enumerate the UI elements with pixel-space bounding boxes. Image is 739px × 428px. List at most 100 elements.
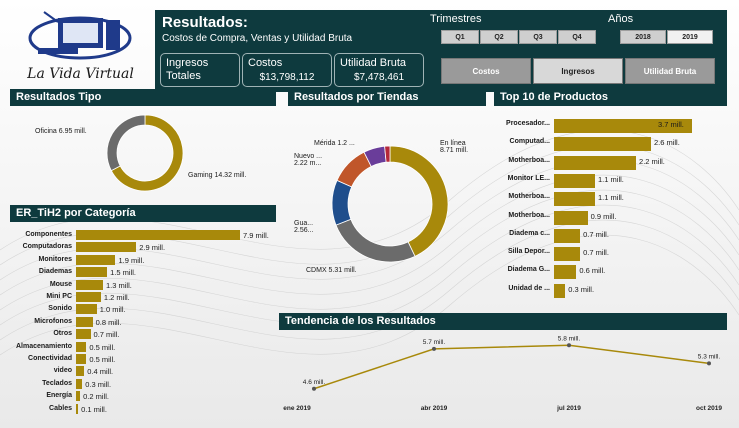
bar-label: Mini PC [46, 293, 72, 300]
bar-chart-categoria: Componentes 7.9 mill. Computadoras 2.9 mill… [10, 226, 276, 416]
bar[interactable] [76, 267, 108, 278]
kpi-utilidad: Utilidad Bruta $7,478,461 [334, 53, 424, 87]
bar[interactable] [554, 137, 651, 152]
bar[interactable] [76, 242, 137, 253]
bar[interactable] [554, 192, 596, 207]
bar-value-label: 0.3 mill. [568, 284, 595, 294]
bar-value-label: 0.7 mill. [583, 229, 609, 239]
donut-tiendas-label-cdmx: CDMX 5.31 mill. [306, 267, 357, 274]
bar-value-label: 1.9 mill. [118, 255, 145, 265]
bar[interactable] [76, 304, 97, 315]
donut-slice-other[interactable] [384, 145, 391, 163]
donut-tiendas-label-enlinea: En línea 8.71 mill. [440, 140, 480, 154]
donut-tipo-label-gaming: Gaming 14.32 mill. [188, 172, 247, 179]
bar-label: Diademas [38, 268, 72, 276]
bar-value-label: 0.7 mill. [583, 248, 609, 258]
bar[interactable] [554, 265, 577, 280]
bar[interactable] [554, 247, 581, 262]
donut-slice-en-linea[interactable] [389, 145, 449, 257]
kpi-utilidad-label: Utilidad Bruta [340, 57, 407, 69]
bar-value-label: 1.0 mill. [99, 305, 126, 315]
bar-value-label: 3.7 mill. [658, 120, 684, 129]
bar[interactable] [76, 279, 103, 290]
slicer-q3[interactable]: Q3 [519, 30, 557, 44]
slicer-q2[interactable]: Q2 [480, 30, 518, 44]
panel-title-categoria: ER_TiH2 por Categoría [10, 205, 276, 222]
bar[interactable] [554, 155, 637, 170]
anos-label: Años [608, 13, 634, 25]
bar[interactable] [76, 403, 79, 414]
line-point[interactable] [567, 343, 571, 348]
bar[interactable] [554, 283, 566, 298]
bar-label: Procesador... [506, 120, 550, 127]
bar-label: Cables [49, 404, 72, 412]
bar[interactable] [554, 228, 581, 243]
bar[interactable] [554, 119, 692, 133]
kpi-costos-value: $13,798,112 [259, 72, 315, 83]
tab-costos[interactable]: Costos [441, 58, 531, 84]
bar-value-label: 2.9 mill. [139, 243, 166, 253]
logo: La Vida Virtual [18, 8, 143, 82]
line-series[interactable] [313, 344, 710, 390]
bar[interactable] [76, 391, 81, 402]
donut-slice-nuevo[interactable] [336, 151, 372, 188]
bar[interactable] [76, 341, 87, 352]
bar-value-label: 0.3 mill. [85, 379, 112, 389]
donut-chart-tipo [106, 114, 184, 192]
bar[interactable] [554, 173, 596, 188]
slicer-year-2019[interactable]: 2019 [667, 30, 713, 44]
bar-value-label: 7.9 mill. [243, 231, 269, 240]
kpi-utilidad-value: $7,478,461 [353, 72, 405, 83]
bar-label: Monitores [38, 255, 72, 263]
donut-slice-cdmx[interactable] [335, 218, 416, 263]
tab-ingresos[interactable]: Ingresos [533, 58, 623, 84]
donut-tipo-label-oficina: Oficina 6.95 mill. [35, 128, 87, 135]
bar-chart-top10: Procesador... 3.7 mill. Computad... 2.6 mil… [494, 112, 727, 306]
bar[interactable] [76, 378, 83, 389]
bar[interactable] [76, 366, 85, 377]
bar[interactable] [76, 329, 91, 340]
slicer-q1[interactable]: Q1 [441, 30, 479, 44]
page-subtitle: Costos de Compra, Ventas y Utilidad Brut… [162, 33, 353, 44]
bar-label: Almacenamiento [15, 342, 72, 350]
bar-label: Componentes [25, 231, 72, 238]
donut-slice-gua[interactable] [331, 179, 353, 226]
bar[interactable] [76, 316, 93, 327]
bar-label: Teclados [42, 379, 72, 387]
line-point[interactable] [707, 361, 711, 366]
donut-slice-oficina[interactable] [106, 114, 146, 172]
kpi-ingresos: Ingresos Totales [160, 53, 240, 87]
slicer-year-2018[interactable]: 2018 [620, 30, 666, 44]
line-point[interactable] [312, 386, 316, 391]
x-tick-label: ene 2019 [283, 405, 311, 412]
bar-value-label: 1.1 mill. [598, 174, 624, 184]
bar-label: Computadoras [22, 243, 72, 251]
kpi-costos-label: Costos [248, 57, 283, 69]
bar-label: Diadema c... [509, 229, 550, 237]
bar[interactable] [554, 210, 588, 225]
line-point[interactable] [432, 346, 436, 351]
tab-utilidad-bruta[interactable]: Utilidad Bruta [625, 58, 715, 84]
bar[interactable] [76, 254, 116, 265]
bar-value-label: 0.7 mill. [93, 330, 120, 340]
x-tick-label: jul 2019 [556, 405, 581, 412]
x-tick-label: abr 2019 [421, 405, 448, 412]
donut-slice-gaming[interactable] [110, 114, 184, 192]
bar-label: Silla Depor... [507, 248, 550, 256]
slicer-q4[interactable]: Q4 [558, 30, 596, 44]
bar-label: Mouse [49, 280, 72, 288]
line-chart-tendencia: 4.6 mill. ene 2019 5.7 mill. abr 2019 5.8 mi… [283, 335, 722, 412]
panel-title-tipo: Resultados Tipo [10, 89, 276, 106]
brand-name: La Vida Virtual [27, 66, 134, 82]
bar-value-label: 2.2 mill. [639, 156, 665, 166]
bar-value-label: 2.6 mill. [653, 138, 680, 148]
bar[interactable] [76, 292, 101, 302]
bar-value-label: 1.3 mill. [105, 280, 132, 290]
bar-label: Energía [46, 392, 72, 400]
bar[interactable] [76, 230, 240, 240]
kpi-ingresos-label: Ingresos Totales [166, 57, 209, 82]
donut-tiendas-label-merida: Mérida 1.2 ... [314, 140, 355, 147]
bar[interactable] [76, 354, 87, 364]
bar-label: Otros [53, 330, 72, 338]
bar-value-label: 0.9 mill. [590, 211, 617, 221]
